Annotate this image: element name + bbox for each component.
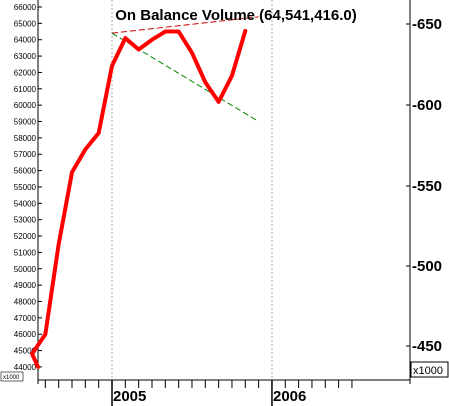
chart-title: On Balance Volume (64,541,416.0) — [115, 7, 357, 24]
obv-data-point — [178, 31, 180, 33]
left-tick-label: 64000 — [14, 36, 37, 45]
left-tick-label: 47000 — [14, 314, 37, 323]
obv-data-point — [164, 31, 166, 33]
left-tick-label: 58000 — [14, 134, 37, 143]
obv-data-point — [151, 39, 153, 41]
left-tick-label: 63000 — [14, 52, 37, 61]
obv-data-point — [111, 65, 113, 67]
x-tick-label-2005: 2005 — [113, 388, 146, 405]
obv-data-point — [44, 333, 46, 335]
obv-data-point — [244, 30, 246, 32]
left-tick-label: 54000 — [14, 199, 37, 208]
left-tick-label: 60000 — [14, 101, 37, 110]
obv-data-point — [71, 171, 73, 173]
obv-data-point — [218, 101, 220, 103]
obv-data-point — [31, 353, 33, 355]
left-tick-label: 56000 — [14, 167, 37, 176]
right-multiplier: x1000 — [413, 365, 443, 377]
left-tick-label: 62000 — [14, 68, 37, 77]
left-tick-label: 45000 — [14, 347, 37, 356]
left-tick-label: 49000 — [14, 281, 37, 290]
left-tick-label: 57000 — [14, 150, 37, 159]
right-tick-label: -600 — [412, 97, 442, 114]
left-multiplier-box — [0, 371, 24, 382]
left-multiplier: x1000 — [3, 375, 20, 381]
left-tick-label: 61000 — [14, 85, 37, 94]
obv-data-point — [204, 81, 206, 83]
obv-data-point — [98, 132, 100, 134]
resistance-trendline — [111, 16, 259, 34]
x-tick-label-2006: 2006 — [273, 388, 306, 405]
right-tick-label: -450 — [412, 338, 442, 355]
obv-series-line — [30, 28, 248, 369]
obv-data-point — [58, 243, 60, 245]
obv-data-point — [84, 148, 86, 150]
obv-data-point — [231, 75, 233, 77]
left-tick-label: 44000 — [14, 363, 37, 372]
left-tick-label: 51000 — [14, 248, 37, 257]
left-tick-label: 53000 — [14, 216, 37, 225]
left-tick-label: 66000 — [14, 3, 37, 12]
obv-data-point — [191, 52, 193, 54]
right-multiplier-box — [410, 361, 449, 378]
left-tick-label: 52000 — [14, 232, 37, 241]
right-tick-label: -550 — [412, 178, 442, 195]
left-tick-label: 50000 — [14, 265, 37, 274]
left-tick-label: 46000 — [14, 330, 37, 339]
left-tick-label: 55000 — [14, 183, 37, 192]
left-tick-label: 48000 — [14, 297, 37, 306]
obv-data-point — [138, 49, 140, 51]
obv-data-point — [124, 37, 126, 39]
obv-data-point — [37, 366, 39, 368]
right-tick-label: -650 — [412, 16, 442, 33]
right-tick-label: -500 — [412, 258, 442, 275]
left-tick-label: 65000 — [14, 19, 37, 28]
left-tick-label: 59000 — [14, 118, 37, 127]
